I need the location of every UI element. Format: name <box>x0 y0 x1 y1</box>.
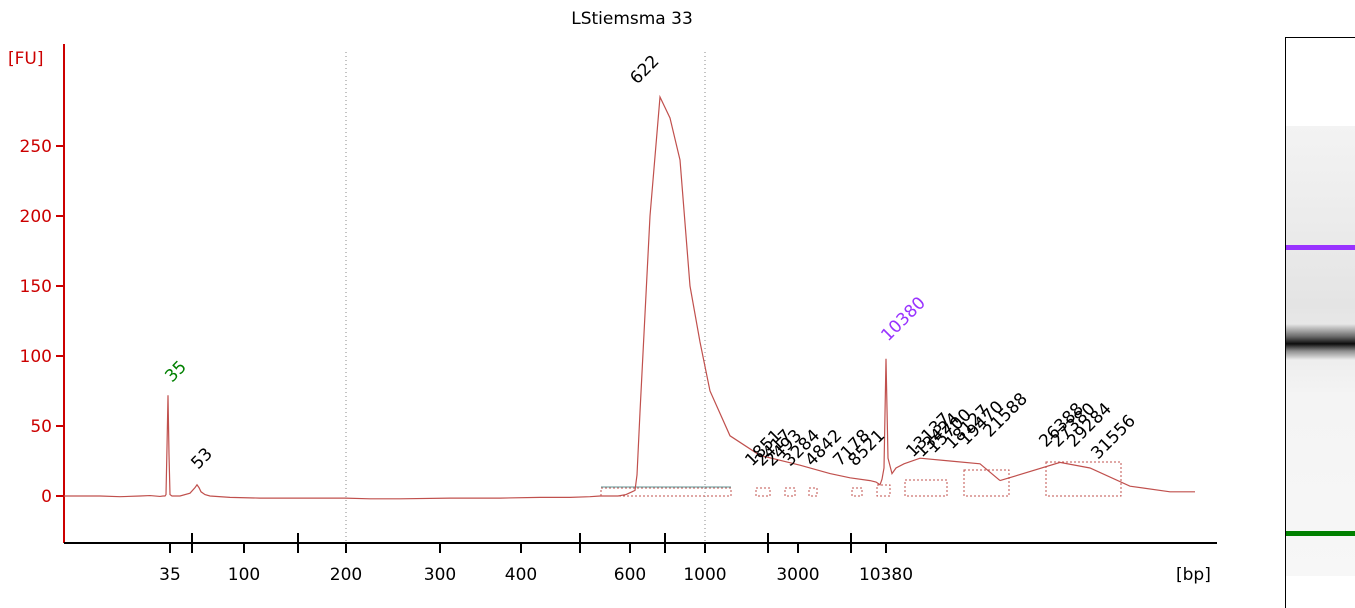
upper-marker-band <box>1286 245 1355 250</box>
peak-region-box <box>904 479 948 497</box>
trace-layer <box>64 94 1195 500</box>
y-tick-label: 200 <box>20 207 52 227</box>
peak-label: 35 <box>161 357 190 386</box>
peak-region-box <box>1045 461 1122 497</box>
peak-label: 622 <box>626 51 663 88</box>
chart-title: LStiemsma 33 <box>571 9 693 29</box>
x-tick-label: 3000 <box>776 565 819 585</box>
y-tick-label: 50 <box>30 417 52 437</box>
peak-region-box <box>876 484 891 497</box>
x-tick-label: 1000 <box>683 565 726 585</box>
x-tick-label: 200 <box>330 565 362 585</box>
y-axis-unit: [FU] <box>8 49 44 69</box>
axes <box>63 44 1217 544</box>
y-ticks: 0 50 100 150 200 250 <box>20 137 64 507</box>
x-tick-label: 35 <box>159 565 181 585</box>
x-tick-label: 10380 <box>859 565 913 585</box>
y-tick-label: 0 <box>41 487 52 507</box>
x-tick-label: 400 <box>505 565 537 585</box>
gel-lane <box>1285 37 1355 608</box>
peak-region-box <box>784 487 796 497</box>
y-tick-label: 250 <box>20 137 52 157</box>
electropherogram-chart: LStiemsma 33 [FU] [bp] 0 50 100 150 200 250 3… <box>8 9 1217 585</box>
main-product-band <box>1286 324 1355 360</box>
x-tick-label: 300 <box>424 565 456 585</box>
y-tick-label: 100 <box>20 347 52 367</box>
x-tick-label: 100 <box>228 565 260 585</box>
peak-region-box <box>600 487 732 497</box>
x-ticks: 35 100 200 300 400 600 1000 3000 10380 <box>159 533 913 585</box>
peak-region-box <box>851 487 863 497</box>
peak-region-box <box>808 487 818 497</box>
gridlines <box>345 52 706 543</box>
trace-line <box>64 94 1001 500</box>
peak-label: 53 <box>187 444 216 473</box>
lower-marker-band <box>1286 531 1355 536</box>
x-axis-unit: [bp] <box>1176 565 1211 585</box>
peak-region-boxes <box>600 461 1122 497</box>
peak-label: 10380 <box>877 293 929 345</box>
y-tick-label: 150 <box>20 277 52 297</box>
peak-region-box <box>755 487 771 497</box>
x-tick-label: 600 <box>614 565 646 585</box>
trace-line-tail <box>999 461 1195 493</box>
peak-labels: 3553622103801851241724933284484271788521… <box>161 51 1139 473</box>
peak-region-box <box>963 469 1010 497</box>
